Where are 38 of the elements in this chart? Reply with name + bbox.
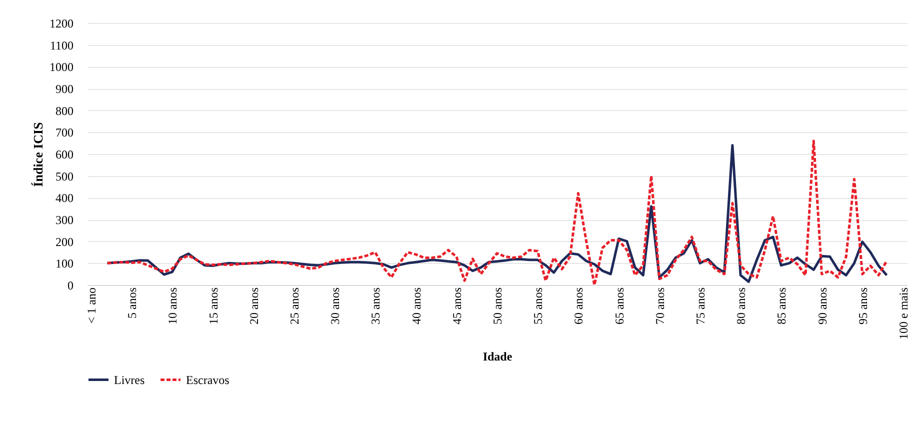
y-tick-label: 600 bbox=[56, 148, 74, 162]
y-tick-label: 500 bbox=[56, 169, 74, 184]
x-tick-label: 40 anos bbox=[409, 287, 424, 324]
y-axis-title: Índice ICIS bbox=[30, 122, 46, 187]
x-tick-label: 75 anos bbox=[693, 287, 708, 324]
x-tick-label: 70 anos bbox=[652, 287, 667, 324]
legend-label: Livres bbox=[114, 372, 145, 387]
x-tick-label: 100 e mais bbox=[896, 287, 910, 340]
x-tick-label: 65 anos bbox=[612, 287, 626, 324]
x-tick-label: 90 anos bbox=[815, 287, 830, 324]
y-tick-label: 300 bbox=[56, 213, 74, 227]
x-tick-label: 15 anos bbox=[206, 287, 220, 324]
legend-label: Escravos bbox=[186, 372, 230, 387]
y-tick-label: 400 bbox=[56, 191, 74, 206]
x-tick-label: 30 anos bbox=[328, 287, 342, 324]
x-tick-label: 55 anos bbox=[531, 287, 546, 324]
y-tick-label: 200 bbox=[56, 234, 74, 249]
x-tick-label: 45 anos bbox=[450, 287, 464, 324]
x-tick-label: 60 anos bbox=[572, 287, 586, 324]
y-tick-label: 100 bbox=[56, 256, 74, 271]
y-tick-label: 0 bbox=[68, 278, 74, 292]
y-tick-label: 1200 bbox=[50, 16, 74, 30]
x-tick-label: 80 anos bbox=[734, 287, 748, 324]
x-tick-label: 10 anos bbox=[166, 287, 180, 324]
x-tick-label: < 1 ano bbox=[84, 288, 99, 324]
y-tick-label: 900 bbox=[56, 82, 74, 96]
x-tick-label: 50 anos bbox=[490, 287, 504, 324]
y-tick-label: 1000 bbox=[50, 60, 74, 74]
y-tick-label: 1100 bbox=[50, 38, 74, 52]
y-tick-label: 700 bbox=[56, 126, 74, 140]
x-tick-label: 85 anos bbox=[774, 287, 789, 324]
x-tick-label: 95 anos bbox=[856, 287, 870, 324]
x-tick-label: 35 anos bbox=[368, 287, 383, 324]
x-axis-title: Idade bbox=[482, 349, 513, 364]
x-tick-label: 25 anos bbox=[288, 287, 302, 324]
x-tick-label: 20 anos bbox=[246, 287, 261, 324]
x-tick-label: 5 anos bbox=[125, 287, 140, 318]
y-tick-label: 800 bbox=[56, 104, 74, 118]
